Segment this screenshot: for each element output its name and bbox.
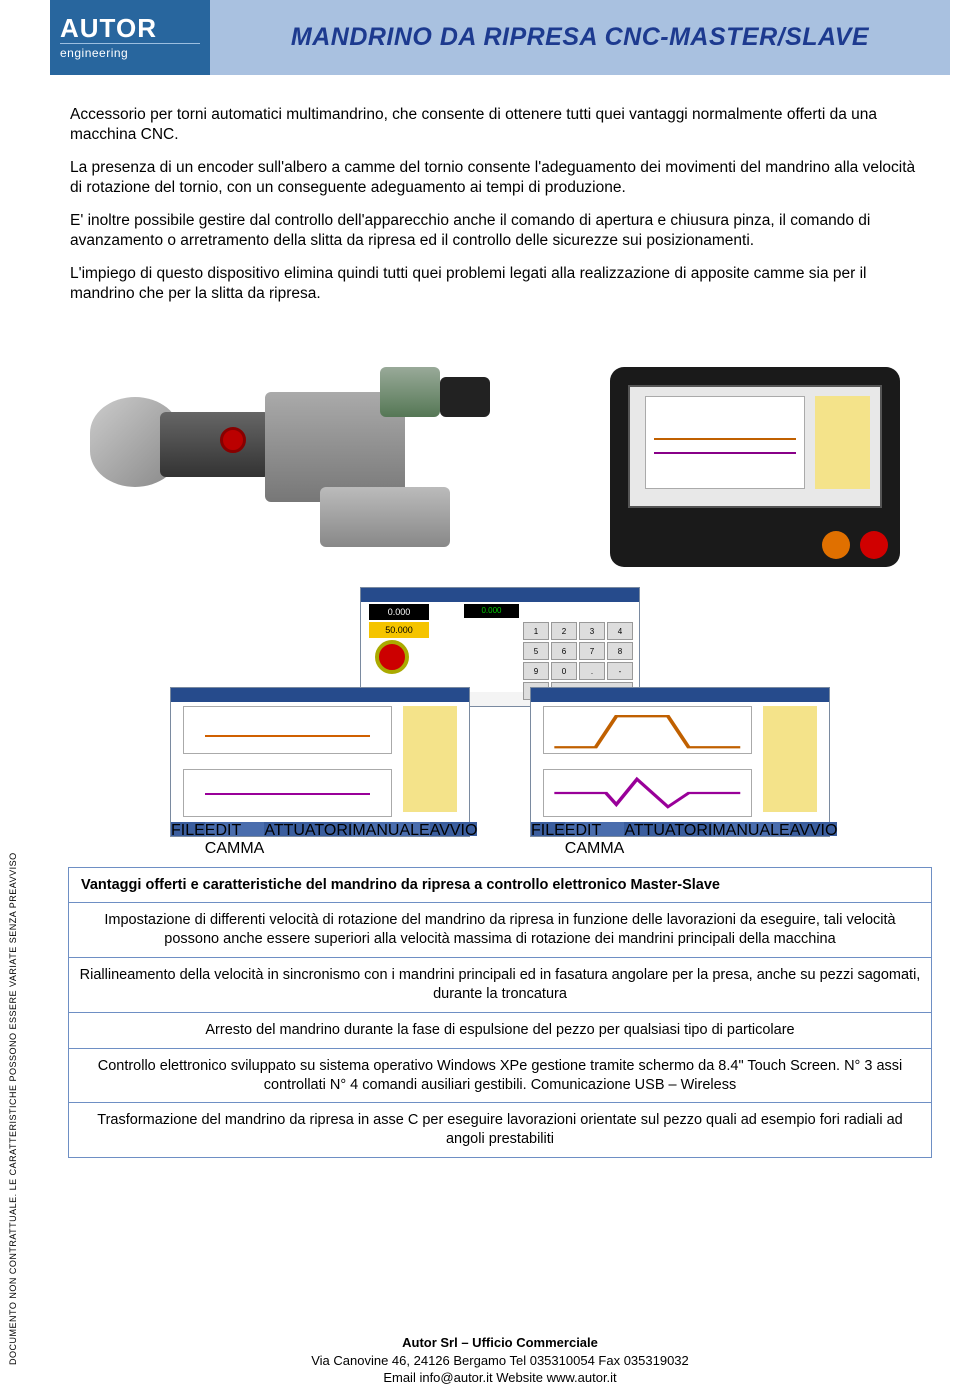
display-x: 0.000 bbox=[369, 604, 429, 620]
footer-address: Via Canovine 46, 24126 Bergamo Tel 03531… bbox=[50, 1352, 950, 1370]
page-title: MANDRINO DA RIPRESA CNC-MASTER/SLAVE bbox=[291, 23, 869, 52]
screenshot-graph-left: FILE EDIT CAMMA ATTUATORI MANUALE AVVIO bbox=[170, 687, 470, 837]
intro-text: Accessorio per torni automatici multiman… bbox=[50, 75, 950, 327]
advantage-row: Impostazione di differenti velocità di r… bbox=[69, 902, 931, 957]
display-right: 0.000 bbox=[464, 604, 519, 618]
footer: Autor Srl – Ufficio Commerciale Via Cano… bbox=[50, 1334, 950, 1387]
product-photo-mandrino bbox=[90, 357, 510, 557]
page-container: AUTOR engineering MANDRINO DA RIPRESA CN… bbox=[50, 0, 950, 1395]
display-y: 50.000 bbox=[369, 622, 429, 638]
paragraph-2: La presenza di un encoder sull'albero a … bbox=[70, 158, 930, 199]
header: AUTOR engineering MANDRINO DA RIPRESA CN… bbox=[50, 0, 950, 75]
advantage-row: Trasformazione del mandrino da ripresa i… bbox=[69, 1102, 931, 1157]
hmi-button-red bbox=[860, 531, 888, 559]
paragraph-1: Accessorio per torni automatici multiman… bbox=[70, 105, 930, 146]
logo: AUTOR engineering bbox=[50, 0, 210, 75]
side-disclaimer: DOCUMENTO NON CONTRATTUALE. LE CARATTERI… bbox=[8, 852, 18, 1365]
footer-company: Autor Srl – Ufficio Commerciale bbox=[50, 1334, 950, 1352]
logo-sub: engineering bbox=[60, 46, 200, 60]
product-photo-hmi bbox=[610, 367, 900, 567]
advantage-row: Controllo elettronico sviluppato su sist… bbox=[69, 1048, 931, 1103]
footer-contact: Email info@autor.it Website www.autor.it bbox=[50, 1369, 950, 1387]
advantage-row: Riallineamento della velocità in sincron… bbox=[69, 957, 931, 1012]
paragraph-4: L'impiego di questo dispositivo elimina … bbox=[70, 264, 930, 305]
advantages-header: Vantaggi offerti e caratteristiche del m… bbox=[69, 868, 931, 903]
image-gallery: 0.000 50.000 0.000 1234 5678 90.- CEENTE… bbox=[50, 327, 950, 857]
paragraph-3: E' inoltre possibile gestire dal control… bbox=[70, 211, 930, 252]
estop-icon bbox=[375, 640, 409, 674]
logo-main: AUTOR bbox=[60, 15, 200, 44]
hmi-button-orange bbox=[822, 531, 850, 559]
advantages-table: Vantaggi offerti e caratteristiche del m… bbox=[68, 867, 932, 1158]
advantage-row: Arresto del mandrino durante la fase di … bbox=[69, 1012, 931, 1048]
screenshot-graph-right: FILE EDIT CAMMA ATTUATORI MANUALE AVVIO bbox=[530, 687, 830, 837]
title-bar: MANDRINO DA RIPRESA CNC-MASTER/SLAVE bbox=[210, 0, 950, 75]
